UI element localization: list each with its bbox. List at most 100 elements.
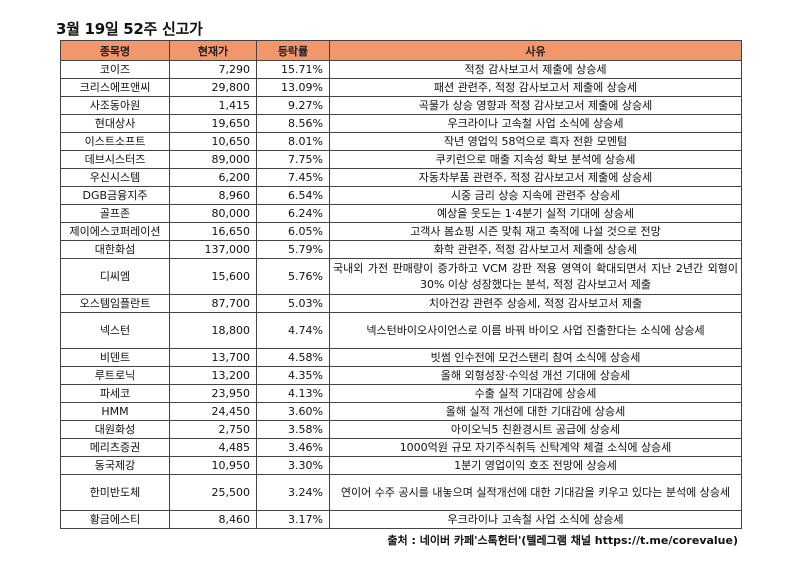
reason-text: 수출 실적 기대감에 상승세	[329, 384, 742, 403]
change-rate: 3.58%	[256, 420, 330, 439]
table-row: 디씨엠 15,600 5.76% 국내외 가전 판매량이 증가하고 VCM 강판 적용…	[60, 258, 742, 295]
current-price: 25,500	[169, 474, 257, 511]
current-price: 13,200	[169, 366, 257, 385]
stock-name: 황금에스티	[60, 510, 170, 529]
change-rate: 3.30%	[256, 456, 330, 475]
table-row: 파세코 23,950 4.13% 수출 실적 기대감에 상승세	[60, 384, 742, 403]
current-price: 2,750	[169, 420, 257, 439]
table-row: 메리츠증권 4,485 3.46% 1000억원 규모 자기주식취득 신탁계약 체결 …	[60, 438, 742, 457]
current-price: 137,000	[169, 240, 257, 259]
table-row: 우신시스템 6,200 7.45% 자동차부품 관련주, 적정 감사보고서 제출에 상…	[60, 168, 742, 187]
current-price: 19,650	[169, 114, 257, 133]
change-rate: 3.60%	[256, 402, 330, 421]
stock-name: 오스템임플란트	[60, 294, 170, 313]
stock-name: 제이에스코퍼레이션	[60, 222, 170, 241]
change-rate: 8.56%	[256, 114, 330, 133]
current-price: 1,415	[169, 96, 257, 115]
stock-name: 동국제강	[60, 456, 170, 475]
table-row: 크리스에프앤씨 29,800 13.09% 패션 관련주, 적정 감사보고서 제출에 …	[60, 78, 742, 97]
table-row: 오스템임플란트 87,700 5.03% 치아건강 관련주 상승세, 적정 감사보고서…	[60, 294, 742, 313]
reason-text: 우크라이나 고속철 사업 소식에 상승세	[329, 510, 742, 529]
change-rate: 13.09%	[256, 78, 330, 97]
stock-name: 루트로닉	[60, 366, 170, 385]
table-row: 동국제강 10,950 3.30% 1분기 영업이익 호조 전망에 상승세	[60, 456, 742, 475]
header-row: 종목명 현재가 등락률 사유	[60, 40, 742, 61]
reason-text: 곡물가 상승 영향과 적정 감사보고서 제출에 상승세	[329, 96, 742, 115]
change-rate: 4.35%	[256, 366, 330, 385]
stock-name: 골프존	[60, 204, 170, 223]
stock-name: 넥스턴	[60, 312, 170, 349]
stock-name: 사조동아원	[60, 96, 170, 115]
reason-text: 시중 금리 상승 지속에 관련주 상승세	[329, 186, 742, 205]
reason-text: 1분기 영업이익 호조 전망에 상승세	[329, 456, 742, 475]
change-rate: 8.01%	[256, 132, 330, 151]
reason-text: 우크라이나 고속철 사업 소식에 상승세	[329, 114, 742, 133]
current-price: 7,290	[169, 60, 257, 79]
current-price: 29,800	[169, 78, 257, 97]
table-row: 데브시스터즈 89,000 7.75% 쿠키런으로 매출 지속성 확보 분석에 상승세	[60, 150, 742, 169]
change-rate: 6.05%	[256, 222, 330, 241]
current-price: 18,800	[169, 312, 257, 349]
header-price: 현재가	[169, 40, 257, 61]
stock-name: 코이즈	[60, 60, 170, 79]
stock-name: 파세코	[60, 384, 170, 403]
change-rate: 6.54%	[256, 186, 330, 205]
change-rate: 4.74%	[256, 312, 330, 349]
stock-name: 한미반도체	[60, 474, 170, 511]
change-rate: 3.17%	[256, 510, 330, 529]
reason-text: 올해 외형성장·수익성 개선 기대에 상승세	[329, 366, 742, 385]
reason-text: 작년 영업익 58억으로 흑자 전환 모멘텀	[329, 132, 742, 151]
table-row: 비덴트 13,700 4.58% 빗썸 인수전에 모건스탠리 참여 소식에 상승세	[60, 348, 742, 367]
stock-name: 현대상사	[60, 114, 170, 133]
table-row: 넥스턴 18,800 4.74% 넥스턴바이오사이언스로 이름 바꿔 바이오 사업 진…	[60, 312, 742, 349]
change-rate: 5.79%	[256, 240, 330, 259]
current-price: 10,650	[169, 132, 257, 151]
reason-text: 아이오닉5 친환경시트 공급에 상승세	[329, 420, 742, 439]
stock-name: 크리스에프앤씨	[60, 78, 170, 97]
table-row: 대원화성 2,750 3.58% 아이오닉5 친환경시트 공급에 상승세	[60, 420, 742, 439]
change-rate: 15.71%	[256, 60, 330, 79]
stock-name: 디씨엠	[60, 258, 170, 295]
current-price: 80,000	[169, 204, 257, 223]
current-price: 24,450	[169, 402, 257, 421]
change-rate: 7.75%	[256, 150, 330, 169]
stock-name: 데브시스터즈	[60, 150, 170, 169]
table-row: 대한화섬 137,000 5.79% 화학 관련주, 적정 감사보고서 제출에 상승세	[60, 240, 742, 259]
reason-text: 치아건강 관련주 상승세, 적정 감사보고서 제출	[329, 294, 742, 313]
change-rate: 4.58%	[256, 348, 330, 367]
current-price: 10,950	[169, 456, 257, 475]
reason-text: 넥스턴바이오사이언스로 이름 바꿔 바이오 사업 진출한다는 소식에 상승세	[329, 312, 742, 349]
change-rate: 3.24%	[256, 474, 330, 511]
reason-text: 1000억원 규모 자기주식취득 신탁계약 체결 소식에 상승세	[329, 438, 742, 457]
header-change: 등락률	[256, 40, 330, 61]
reason-text: 자동차부품 관련주, 적정 감사보고서 제출에 상승세	[329, 168, 742, 187]
source-note: 출처 : 네이버 카페'스톡헌터'(텔레그램 채널 https://t.me/c…	[387, 534, 738, 547]
stock-name: 대원화성	[60, 420, 170, 439]
header-reason: 사유	[329, 40, 742, 61]
current-price: 16,650	[169, 222, 257, 241]
table-row: 현대상사 19,650 8.56% 우크라이나 고속철 사업 소식에 상승세	[60, 114, 742, 133]
change-rate: 6.24%	[256, 204, 330, 223]
reason-text: 쿠키런으로 매출 지속성 확보 분석에 상승세	[329, 150, 742, 169]
current-price: 4,485	[169, 438, 257, 457]
current-price: 8,960	[169, 186, 257, 205]
reason-text: 올해 실적 개선에 대한 기대감에 상승세	[329, 402, 742, 421]
reason-text: 고객사 봄쇼핑 시즌 맞춰 재고 축적에 나설 것으로 전망	[329, 222, 742, 241]
stock-name: 우신시스템	[60, 168, 170, 187]
table-body: 코이즈 7,290 15.71% 적정 감사보고서 제출에 상승세 크리스에프앤씨 29,…	[60, 60, 742, 529]
table-row: DGB금융지주 8,960 6.54% 시중 금리 상승 지속에 관련주 상승세	[60, 186, 742, 205]
stock-name: 비덴트	[60, 348, 170, 367]
current-price: 23,950	[169, 384, 257, 403]
change-rate: 5.03%	[256, 294, 330, 313]
reason-text: 연이어 수주 공시를 내놓으며 실적개선에 대한 기대감을 키우고 있다는 분석…	[329, 474, 742, 511]
table-row: 이스트소프트 10,650 8.01% 작년 영업익 58억으로 흑자 전환 모멘텀	[60, 132, 742, 151]
current-price: 15,600	[169, 258, 257, 295]
table-row: 루트로닉 13,200 4.35% 올해 외형성장·수익성 개선 기대에 상승세	[60, 366, 742, 385]
page-title: 3월 19일 52주 신고가	[56, 20, 203, 38]
table-row: 황금에스티 8,460 3.17% 우크라이나 고속철 사업 소식에 상승세	[60, 510, 742, 529]
header-name: 종목명	[60, 40, 170, 61]
reason-text: 국내외 가전 판매량이 증가하고 VCM 강판 적용 영역이 확대되면서 지난 …	[329, 258, 742, 295]
stock-name: 대한화섬	[60, 240, 170, 259]
stock-name: 메리츠증권	[60, 438, 170, 457]
table-row: 사조동아원 1,415 9.27% 곡물가 상승 영향과 적정 감사보고서 제출에 상…	[60, 96, 742, 115]
